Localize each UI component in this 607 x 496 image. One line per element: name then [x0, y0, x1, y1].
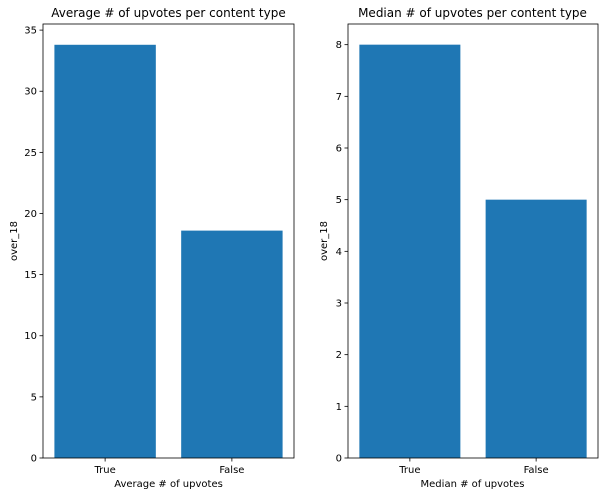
bar-false — [485, 199, 587, 458]
chart-title: Average # of upvotes per content type — [51, 6, 285, 20]
y-tick-label: 0 — [336, 454, 342, 465]
y-tick-label: 5 — [31, 392, 37, 403]
x-axis-label: Average # of upvotes — [114, 479, 223, 490]
x-tick-label: True — [93, 465, 115, 476]
bar-true — [54, 44, 156, 458]
y-tick-label: 10 — [24, 331, 37, 342]
y-tick-label: 2 — [336, 350, 342, 361]
x-tick-label: True — [398, 465, 420, 476]
y-tick-label: 1 — [336, 402, 342, 413]
axes-frame — [347, 23, 599, 459]
y-tick-label: 20 — [24, 209, 37, 220]
x-tick-label: False — [219, 465, 244, 476]
y-tick-label: 30 — [24, 87, 37, 98]
y-tick-label: 6 — [336, 144, 342, 155]
y-axis-label: over_18 — [319, 221, 330, 261]
y-tick-label: 25 — [24, 148, 37, 159]
x-tick-label: False — [524, 465, 549, 476]
y-tick-label: 35 — [24, 26, 37, 37]
y-tick-label: 3 — [336, 299, 342, 310]
axes-frame — [42, 23, 295, 459]
chart-average-upvotes: Average # of upvotes per content type 0 5… — [9, 6, 295, 490]
chart-median-upvotes: Median # of upvotes per content type 0 1 2… — [319, 6, 599, 490]
y-tick-label: 0 — [31, 454, 37, 465]
y-tick-label: 5 — [336, 195, 342, 206]
y-tick-label: 8 — [336, 40, 342, 51]
bar-false — [181, 230, 283, 458]
bar-true — [359, 44, 461, 459]
chart-title: Median # of upvotes per content type — [358, 6, 587, 20]
y-tick-label: 15 — [24, 270, 37, 281]
y-tick-label: 4 — [336, 247, 342, 258]
y-tick-label: 7 — [336, 92, 342, 103]
x-axis-label: Median # of upvotes — [421, 479, 525, 490]
y-axis-label: over_18 — [9, 221, 20, 261]
